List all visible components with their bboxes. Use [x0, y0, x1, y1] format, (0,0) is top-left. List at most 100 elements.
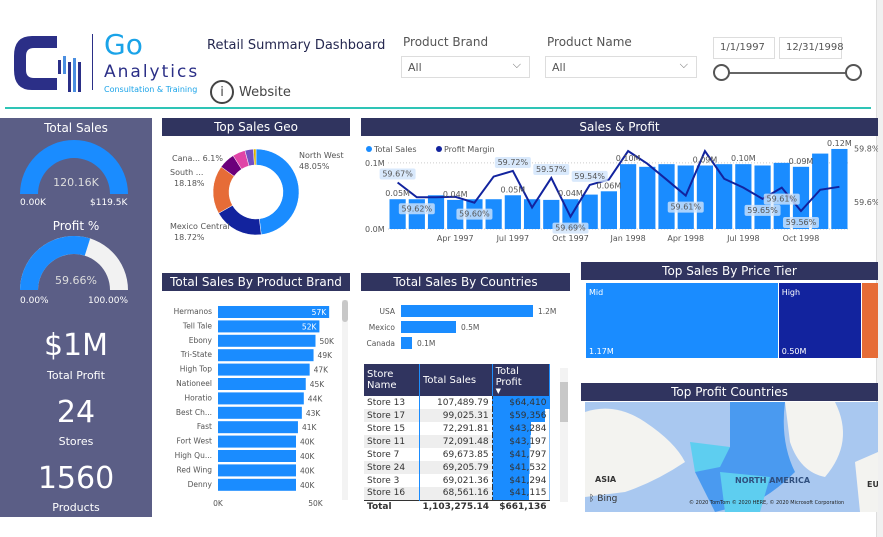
brand-label: Best Ch...	[176, 408, 212, 417]
brand-bar	[218, 334, 316, 347]
table-row[interactable]: Store 15 72,291.81 $43,284	[364, 422, 550, 435]
slider-handle-end[interactable]	[845, 64, 862, 81]
profit-gauge	[20, 236, 128, 290]
total-sales-sum: 1,103,275.14	[419, 499, 493, 513]
total-profit-cell: $43,284	[491, 422, 550, 435]
table-row[interactable]: Store 7 69,673.85 $41,797	[364, 448, 550, 461]
total-sales-max: $119.5K	[90, 198, 128, 208]
date-end-input[interactable]: 12/31/1998	[779, 37, 844, 59]
sales-data-label: 0.09M	[789, 157, 814, 166]
sales-bar	[831, 148, 848, 229]
brand-bar-chart[interactable]: Hermanos 57K Tell Tale 52K Ebony 50K Tri-State…	[162, 296, 352, 512]
donut-slice	[253, 148, 257, 166]
brand-bar	[218, 320, 320, 333]
table-row[interactable]: Store 24 69,205.79 $41,532	[364, 461, 550, 474]
total-profit-cell: $64,410	[491, 396, 550, 409]
store-name-cell: Store 16	[364, 487, 420, 500]
total-profit-cell: $43,197	[491, 435, 550, 448]
total-sales-cell: 69,673.85	[442, 449, 489, 460]
map-label-eu: EU	[867, 480, 878, 489]
total-sales-value: 120.16K	[53, 176, 99, 189]
legend-sales: Total Sales	[373, 145, 417, 154]
sales-bar	[812, 153, 829, 229]
brand-value-label: 47K	[314, 366, 330, 375]
logo: Go Analytics Consultation & Training	[12, 28, 207, 98]
sales-profit-header: Sales & Profit	[361, 118, 878, 136]
donut-label: South ...	[170, 168, 203, 177]
store-name-cell: Store 13	[364, 396, 420, 409]
table-row[interactable]: Store 16 68,561.16 $41,115	[364, 487, 550, 500]
total-profit-cell: $41,797	[491, 448, 550, 461]
y-right-tick: 59.8%	[854, 144, 878, 153]
countries-bar-chart[interactable]: USA 1.2M Mexico 0.5M Canada 0.1M	[361, 300, 570, 356]
sales-data-label: 0.06M	[597, 181, 622, 190]
brand-value-label: 44K	[308, 394, 324, 403]
total-profit-value: $1M	[43, 328, 109, 363]
sales-data-label: 0.12M	[827, 139, 852, 148]
treemap-tile[interactable]	[861, 283, 878, 358]
x-tick: Oct 1998	[783, 234, 820, 243]
x-tick: Jul 1997	[496, 234, 530, 243]
col-store-name[interactable]: Store Name	[364, 364, 420, 396]
brand-bar	[218, 392, 304, 405]
margin-data-label: 59.61%	[767, 195, 798, 204]
table-scrollbar[interactable]	[560, 368, 568, 502]
table-row[interactable]: Store 3 69,021.36 $41,294	[364, 474, 550, 487]
margin-data-label: 59.56%	[786, 218, 817, 227]
total-sales-cell: 68,561.16	[419, 487, 493, 500]
bing-logo: ᛒ Bing	[589, 494, 618, 504]
brand-scrollbar[interactable]	[342, 300, 348, 500]
price-tier-treemap[interactable]: Mid 1.17M High 0.50M	[586, 283, 878, 358]
slider-handle-start[interactable]	[713, 64, 730, 81]
brand-value-label: 49K	[318, 351, 334, 360]
chevron-down-icon: ⌵	[679, 58, 688, 71]
sales-bar	[485, 199, 502, 229]
donut-label: Cana... 6.1%	[172, 154, 223, 163]
margin-data-label: 59.67%	[382, 170, 413, 179]
map-shapes	[585, 402, 878, 512]
treemap-tile[interactable]: Mid 1.17M	[586, 283, 778, 358]
total-sales-cell: 69,021.36	[442, 475, 489, 486]
sales-bar	[620, 164, 637, 229]
stores-value: 24	[56, 395, 96, 430]
total-sales-cell: 69,205.79	[419, 461, 493, 474]
brand-bar	[218, 306, 330, 318]
products-value: 1560	[37, 461, 115, 496]
geo-header: Top Sales Geo	[162, 118, 350, 136]
col-total-profit[interactable]: Total Profit ▼	[492, 364, 551, 396]
sales-profit-chart[interactable]: Total Sales Profit Margin 0.0M 0.1M 59.6% 59.…	[361, 138, 878, 248]
table-row[interactable]: Store 13 107,489.79 $64,410	[364, 396, 550, 409]
col-total-sales[interactable]: Total Sales	[419, 364, 493, 396]
website-label: Website	[239, 84, 291, 100]
margin-label-bg	[533, 163, 570, 175]
sales-bar	[696, 165, 714, 229]
brand-bar	[218, 478, 296, 491]
stores-label: Stores	[58, 435, 94, 448]
name-filter-dropdown[interactable]: All ⌵	[545, 56, 697, 78]
sales-data-label: 0.04M	[443, 190, 468, 199]
sales-bar	[639, 166, 656, 229]
profit-title: Profit %	[52, 219, 100, 233]
legend-margin-marker	[436, 146, 442, 152]
x-tick: Oct 1997	[552, 234, 589, 243]
date-slider[interactable]	[713, 64, 863, 82]
sales-bar	[658, 164, 675, 229]
date-start-input[interactable]: 1/1/1997	[713, 37, 775, 59]
table-row[interactable]: Store 17 99,025.31 $59,356	[364, 409, 550, 422]
profit-map[interactable]: ASIA NORTH AMERICA EU ᛒ Bing © 2020 TomT…	[585, 402, 878, 512]
brand-value-label: 40K	[300, 481, 316, 490]
store-name-cell: Store 15	[364, 422, 420, 435]
products-label: Products	[52, 501, 100, 514]
treemap-tile[interactable]: High 0.50M	[778, 283, 861, 358]
brand-bar	[218, 349, 314, 362]
sales-bar	[543, 199, 560, 229]
brand-bar	[218, 464, 296, 477]
geo-donut-chart[interactable]: North West 48.05% Mexico Central 18.72% Sout…	[162, 140, 352, 252]
website-link[interactable]: i Website	[210, 80, 291, 104]
table-row[interactable]: Store 11 72,091.48 $43,197	[364, 435, 550, 448]
brand-value-label: 43K	[306, 409, 322, 418]
x-tick: Apr 1997	[437, 234, 474, 243]
donut-label: Mexico Central	[170, 222, 230, 231]
brand-filter-dropdown[interactable]: All ⌵	[401, 56, 530, 78]
brand-value-label: 40K	[300, 438, 316, 447]
